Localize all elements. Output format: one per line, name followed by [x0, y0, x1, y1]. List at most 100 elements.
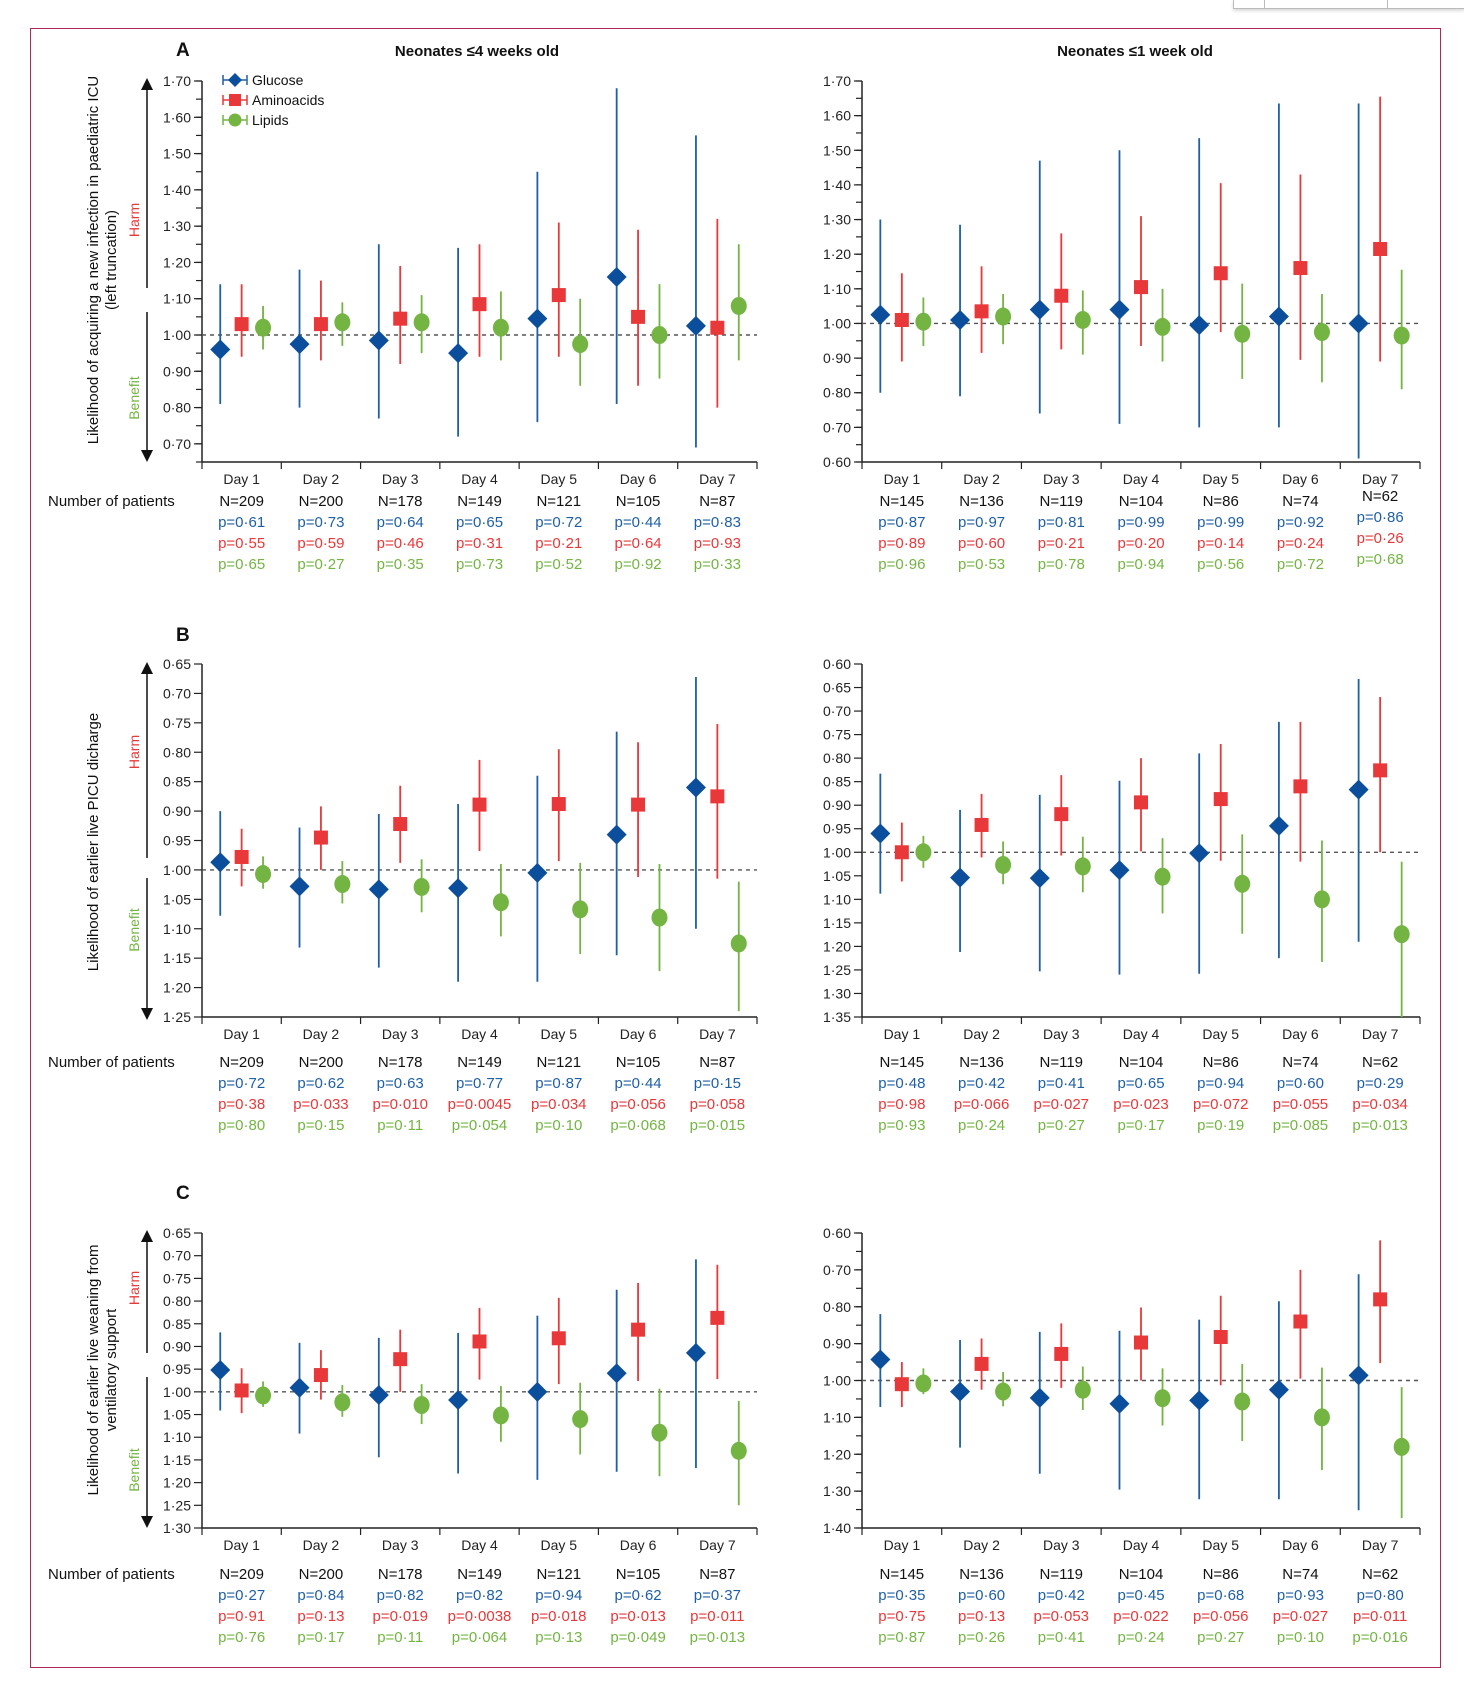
- p-value-aminoacids: p=0·022: [1113, 1608, 1168, 1625]
- legend-label-lipids: Lipids: [252, 112, 289, 128]
- point-glucose: [870, 304, 891, 325]
- x-tick-label: Day 7: [699, 1537, 736, 1553]
- up-arrow-icon: [141, 78, 153, 90]
- x-tick-label: Day 2: [303, 471, 340, 487]
- p-value-lipids: p=0·10: [535, 1117, 582, 1134]
- p-value-aminoacids: p=0·75: [878, 1608, 925, 1625]
- p-value-glucose: p=0·97: [958, 514, 1005, 531]
- harm-label: Harm: [126, 735, 142, 769]
- point-aminoacids: [313, 830, 328, 845]
- patient-count: N=104: [1119, 1566, 1164, 1583]
- y-tick-label: 0·75: [163, 1270, 191, 1286]
- point-lipids: [995, 1382, 1012, 1401]
- p-value-lipids: p=0·65: [218, 556, 265, 573]
- patient-count: N=149: [457, 1566, 502, 1583]
- y-tick-label: 0·60: [823, 1225, 851, 1241]
- patient-count: N=209: [219, 1566, 264, 1583]
- point-lipids: [995, 855, 1012, 874]
- y-tick-label: 1·30: [823, 985, 851, 1001]
- p-value-glucose: p=0·65: [1117, 1075, 1164, 1092]
- p-value-aminoacids: p=0·55: [218, 535, 265, 552]
- y-tick-label: 0·60: [823, 454, 851, 470]
- point-lipids: [730, 934, 747, 953]
- p-value-lipids: p=0·016: [1352, 1629, 1407, 1646]
- point-aminoacids: [1213, 792, 1228, 807]
- y-tick-label: 0·65: [163, 656, 191, 672]
- p-value-glucose: p=0·94: [535, 1587, 582, 1604]
- p-value-aminoacids: p=0·0038: [448, 1608, 512, 1625]
- p-value-aminoacids: p=0·011: [1353, 1608, 1407, 1625]
- harm-benefit-a: Harm Benefit: [126, 78, 153, 462]
- p-value-aminoacids: p=0·26: [1357, 530, 1404, 547]
- y-tick-label: 0·90: [163, 363, 191, 379]
- point-lipids: [651, 1423, 668, 1442]
- patient-count: N=136: [959, 1566, 1004, 1583]
- row-label-a: Number of patients: [48, 493, 175, 510]
- p-value-lipids: p=0·96: [878, 556, 925, 573]
- point-lipids: [492, 893, 509, 912]
- ylabel-c: Likelihood of earlier live weaning from …: [85, 1245, 120, 1496]
- p-value-lipids: p=0·11: [377, 1117, 423, 1134]
- point-aminoacids: [551, 797, 566, 812]
- y-tick-label: 0·80: [823, 750, 851, 766]
- chart-b-left: 0·65 0·70 0·75 0·80 0·85 0·90 0·95 1·00 1·05 1·10…: [163, 656, 758, 1134]
- x-tick-label: Day 6: [620, 1026, 657, 1042]
- y-tick-label: 1·10: [823, 891, 851, 907]
- point-glucose: [210, 339, 231, 360]
- y-tick-label: 0·85: [163, 1316, 191, 1332]
- y-tick-label: 1·60: [823, 108, 851, 124]
- y-tick-label: 1·30: [163, 218, 191, 234]
- point-glucose: [606, 824, 627, 845]
- point-glucose: [368, 1385, 389, 1406]
- x-tick-label: Day 3: [1043, 1026, 1080, 1042]
- patient-count: N=119: [1040, 1054, 1084, 1071]
- p-value-lipids: p=0·24: [1117, 1629, 1164, 1646]
- point-lipids: [1313, 323, 1330, 342]
- p-value-lipids: p=0·068: [610, 1117, 665, 1134]
- down-arrow-icon: [141, 1516, 153, 1528]
- p-value-glucose: p=0·64: [377, 514, 424, 531]
- harm-benefit-c: Harm Benefit: [126, 1230, 153, 1528]
- y-tick-label: 1·20: [163, 254, 191, 270]
- p-value-glucose: p=0·72: [535, 514, 582, 531]
- point-aminoacids: [472, 1334, 487, 1349]
- p-value-lipids: p=0·17: [1117, 1117, 1164, 1134]
- p-value-lipids: p=0·049: [610, 1629, 665, 1646]
- y-tick-label: 1·10: [163, 291, 191, 307]
- p-value-aminoacids: p=0·056: [610, 1096, 665, 1113]
- y-tick-label: 1·00: [163, 862, 191, 878]
- column-title-right: Neonates ≤1 week old: [1057, 43, 1213, 60]
- panel-letter-a: A: [176, 40, 190, 61]
- y-tick-label: 1·00: [163, 327, 191, 343]
- point-glucose: [1109, 1393, 1130, 1414]
- point-glucose: [1348, 313, 1369, 334]
- point-glucose: [1189, 315, 1210, 336]
- p-value-lipids: p=0·26: [958, 1629, 1005, 1646]
- x-tick-label: Day 6: [1282, 1026, 1319, 1042]
- point-aminoacids: [1293, 779, 1308, 794]
- p-value-glucose: p=0·99: [1117, 514, 1164, 531]
- y-tick-label: 1·20: [823, 1446, 851, 1462]
- point-glucose: [950, 867, 971, 888]
- p-value-lipids: p=0·76: [218, 1629, 265, 1646]
- patient-count: N=121: [536, 493, 581, 510]
- point-aminoacids: [631, 309, 646, 324]
- x-tick-label: Day 6: [620, 471, 657, 487]
- point-aminoacids: [234, 1383, 249, 1398]
- p-value-glucose: p=0·35: [878, 1587, 925, 1604]
- x-tick-label: Day 5: [540, 1026, 577, 1042]
- p-value-aminoacids: p=0·20: [1117, 535, 1164, 552]
- p-value-glucose: p=0·84: [297, 1587, 344, 1604]
- point-glucose: [368, 330, 389, 351]
- p-value-lipids: p=0·73: [456, 556, 503, 573]
- patient-count: N=104: [1119, 493, 1164, 510]
- p-value-lipids: p=0·35: [377, 556, 424, 573]
- down-arrow-icon: [141, 1008, 153, 1020]
- y-tick-label: 1·40: [823, 1520, 851, 1536]
- p-value-aminoacids: p=0·60: [958, 535, 1005, 552]
- point-glucose: [1268, 815, 1289, 836]
- point-aminoacids: [393, 311, 408, 326]
- x-tick-label: Day 4: [1123, 471, 1160, 487]
- patient-count: N=74: [1282, 1054, 1318, 1071]
- point-glucose: [606, 266, 627, 287]
